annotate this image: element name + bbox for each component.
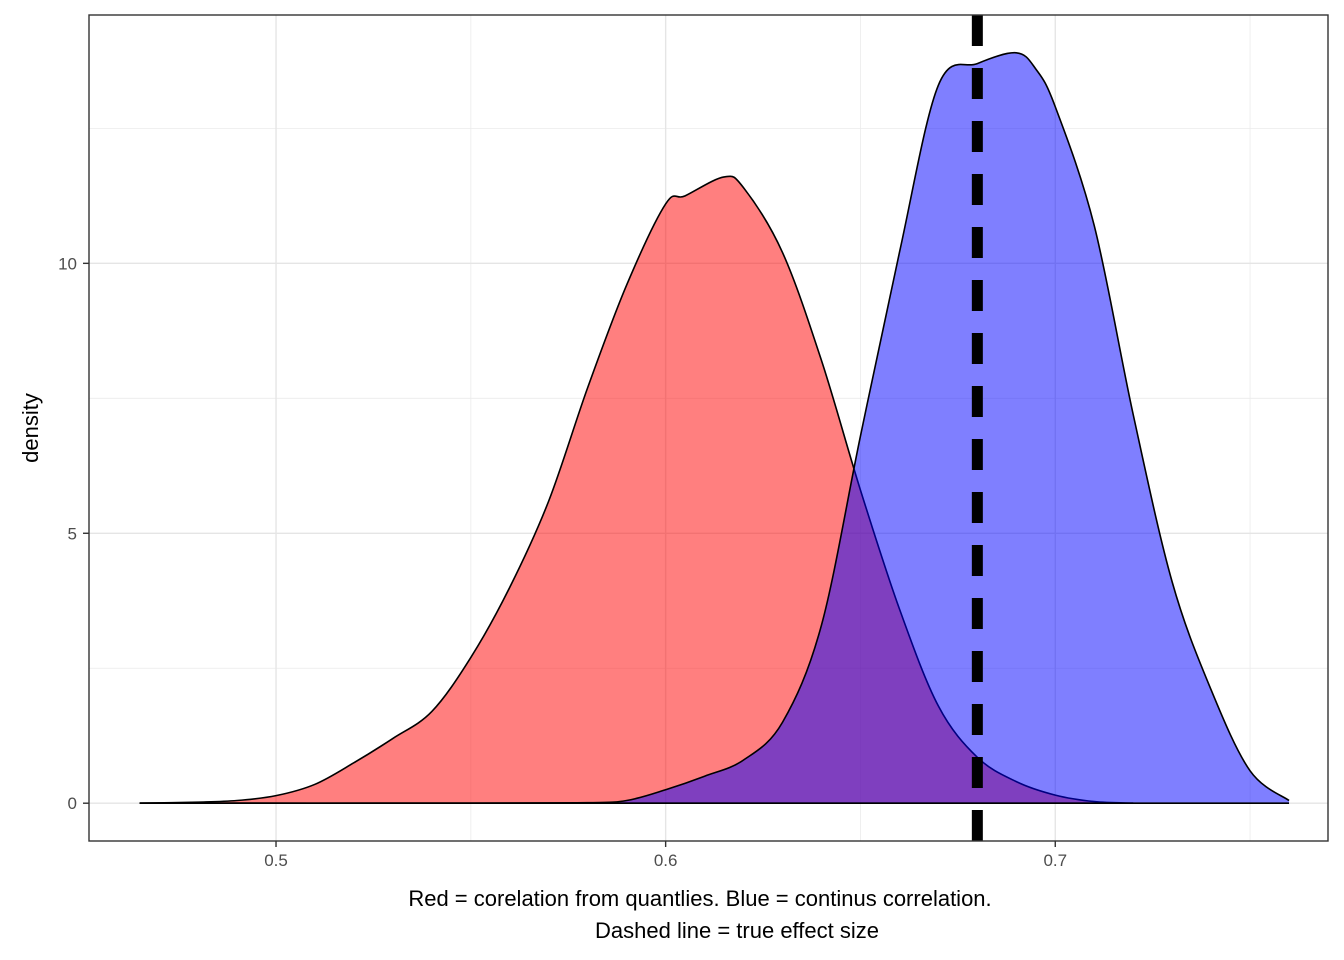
- y-tick-label-1: 5: [68, 524, 77, 543]
- density-outline-1: [139, 51, 1290, 805]
- density-area-1: [139, 52, 1290, 804]
- x-tick-label-0: 0.5: [264, 851, 288, 870]
- y-tick-label-0: 0: [68, 794, 77, 813]
- x-axis-title-line-2: Dashed line = true effect size: [595, 918, 879, 943]
- x-axis-title-line-1: Red = corelation from quantlies. Blue = …: [408, 886, 991, 911]
- x-tick-label-2: 0.7: [1043, 851, 1067, 870]
- y-axis: 0 5 10: [58, 254, 89, 813]
- y-tick-label-2: 10: [58, 254, 77, 273]
- density-series: [139, 51, 1290, 805]
- x-tick-label-1: 0.6: [654, 851, 678, 870]
- y-axis-title: density: [18, 393, 43, 463]
- plot-panel-border: [88, 14, 1329, 842]
- x-axis: 0.5 0.6 0.7: [264, 841, 1067, 870]
